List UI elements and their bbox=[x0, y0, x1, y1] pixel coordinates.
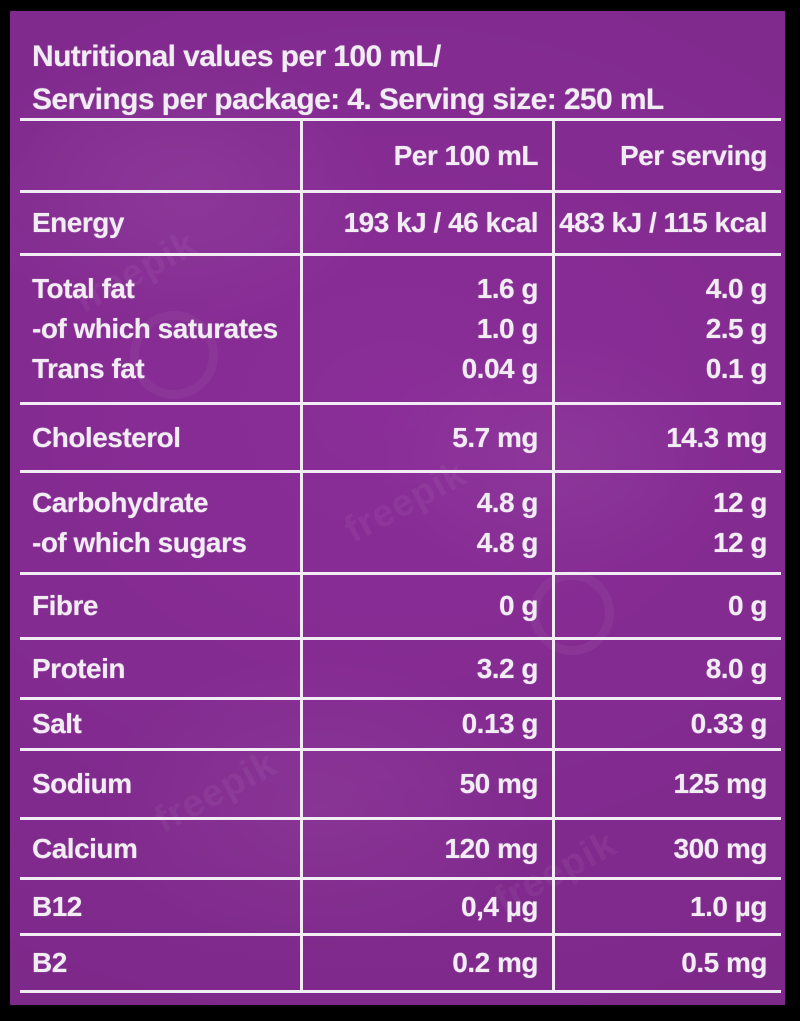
per-100ml-value-cell: 0.2 mg bbox=[300, 936, 552, 990]
cell-line: 0,4 µg bbox=[461, 890, 538, 922]
per-100ml-value-cell: 3.2 g bbox=[300, 640, 552, 697]
per-serving-value-cell: 4.0 g 2.5 g 0.1 g bbox=[552, 256, 781, 402]
row-label-cell: Fibre bbox=[20, 575, 300, 637]
per-serving-value-cell: 300 mg bbox=[552, 820, 781, 877]
cell-line: 483 kJ / 115 kcal bbox=[559, 207, 767, 238]
cell-line: 12 g bbox=[712, 526, 768, 558]
cell-line: 193 kJ / 46 kcal bbox=[343, 207, 539, 238]
cell-line: 0.04 g bbox=[461, 353, 539, 384]
cell-line: -of which saturates bbox=[32, 313, 278, 344]
per-100ml-value-cell: 1.6 g 1.0 g 0.04 g bbox=[300, 256, 552, 402]
per-serving-value-cell: 0 g bbox=[552, 575, 781, 637]
per-serving-value-cell: 12 g 12 g bbox=[552, 473, 781, 572]
cell-line: 0.1 g bbox=[705, 353, 768, 384]
cell-line: Protein bbox=[32, 652, 125, 684]
cell-line: B12 bbox=[32, 890, 82, 922]
row-label-cell: B12 bbox=[20, 880, 300, 933]
row-label-cell: Sodium bbox=[20, 751, 300, 817]
cell-line: 1.0 µg bbox=[690, 890, 767, 922]
cell-line: 0 g bbox=[499, 590, 538, 621]
cell-line: 0.33 g bbox=[690, 708, 768, 739]
header-per-serving: Per serving bbox=[552, 121, 781, 190]
cell-line: 300 mg bbox=[673, 832, 768, 864]
per-100ml-value-cell: 5.7 mg bbox=[300, 405, 552, 470]
row-label-cell: B2 bbox=[20, 936, 300, 990]
label-background: freepik freepik freepik freepik Nutritio… bbox=[10, 11, 785, 1005]
per-serving-value-cell: 1.0 µg bbox=[552, 880, 781, 933]
per-100ml-value-cell: 0.13 g bbox=[300, 700, 552, 748]
cell-line: 14.3 mg bbox=[666, 421, 767, 453]
cell-line: 8.0 g bbox=[705, 652, 768, 684]
table-row: Protein 3.2 g 8.0 g bbox=[20, 637, 781, 697]
table-row: Salt 0.13 g 0.33 g bbox=[20, 697, 781, 748]
cell-line: 0.2 mg bbox=[452, 947, 538, 978]
cell-line: -of which sugars bbox=[32, 526, 247, 558]
row-label-cell: Total fat -of which saturates Trans fat bbox=[20, 256, 300, 402]
header-per-100ml-label: Per 100 mL bbox=[393, 139, 539, 171]
cell-line: 1.0 g bbox=[476, 313, 539, 344]
cell-line: 0.5 mg bbox=[681, 947, 767, 978]
row-label-cell: Protein bbox=[20, 640, 300, 697]
per-100ml-value-cell: 4.8 g 4.8 g bbox=[300, 473, 552, 572]
cell-line: 12 g bbox=[712, 486, 768, 518]
cell-line: 125 mg bbox=[673, 768, 768, 799]
per-serving-value-cell: 125 mg bbox=[552, 751, 781, 817]
table-row: B2 0.2 mg 0.5 mg bbox=[20, 933, 781, 990]
cell-line: 4.8 g bbox=[476, 526, 539, 558]
header-empty-cell bbox=[20, 121, 300, 190]
cell-line: Sodium bbox=[32, 768, 132, 799]
cell-line: 120 mg bbox=[444, 832, 539, 864]
row-label-cell: Salt bbox=[20, 700, 300, 748]
per-serving-value-cell: 0.33 g bbox=[552, 700, 781, 748]
cell-line: B2 bbox=[32, 947, 67, 978]
per-100ml-value-cell: 0,4 µg bbox=[300, 880, 552, 933]
table-row: Cholesterol 5.7 mg 14.3 mg bbox=[20, 402, 781, 470]
table-row: Energy 193 kJ / 46 kcal 483 kJ / 115 kcal bbox=[20, 190, 781, 253]
per-serving-value-cell: 14.3 mg bbox=[552, 405, 781, 470]
row-label-cell: Cholesterol bbox=[20, 405, 300, 470]
cell-line: 2.5 g bbox=[705, 313, 768, 344]
table-row: Total fat -of which saturates Trans fat 1.6… bbox=[20, 253, 781, 402]
cell-line: Cholesterol bbox=[32, 421, 181, 453]
cell-line: 3.2 g bbox=[476, 652, 539, 684]
table-row: Calcium 120 mg 300 mg bbox=[20, 817, 781, 877]
label-title: Nutritional values per 100 mL/ Servings … bbox=[32, 35, 772, 121]
table-row: Fibre 0 g 0 g bbox=[20, 572, 781, 637]
per-serving-value-cell: 483 kJ / 115 kcal bbox=[552, 193, 781, 253]
per-100ml-value-cell: 0 g bbox=[300, 575, 552, 637]
cell-line: 1.6 g bbox=[476, 273, 539, 304]
cell-line: 4.0 g bbox=[705, 273, 768, 304]
title-line-2: Servings per package: 4. Serving size: 2… bbox=[32, 83, 664, 116]
per-serving-value-cell: 8.0 g bbox=[552, 640, 781, 697]
nutrition-table: Per 100 mL Per serving Energy 193 kJ / 46… bbox=[20, 118, 781, 993]
title-line-1: Nutritional values per 100 mL/ bbox=[32, 40, 441, 73]
cell-line: Fibre bbox=[32, 590, 98, 621]
row-label-cell: Calcium bbox=[20, 820, 300, 877]
cell-line: Trans fat bbox=[32, 353, 145, 384]
cell-line: Total fat bbox=[32, 273, 135, 304]
cell-line: 50 mg bbox=[459, 768, 539, 799]
per-100ml-value-cell: 193 kJ / 46 kcal bbox=[300, 193, 552, 253]
per-100ml-value-cell: 50 mg bbox=[300, 751, 552, 817]
row-label-cell: Carbohydrate -of which sugars bbox=[20, 473, 300, 572]
header-per-serving-label: Per serving bbox=[619, 139, 768, 171]
row-label-cell: Energy bbox=[20, 193, 300, 253]
cell-line: Carbohydrate bbox=[32, 486, 209, 518]
cell-line: 0 g bbox=[728, 590, 767, 621]
table-row: B12 0,4 µg 1.0 µg bbox=[20, 877, 781, 933]
per-100ml-value-cell: 120 mg bbox=[300, 820, 552, 877]
table-header-row: Per 100 mL Per serving bbox=[20, 121, 781, 190]
table-row: Sodium 50 mg 125 mg bbox=[20, 748, 781, 817]
table-row: Carbohydrate -of which sugars 4.8 g 4.8 g 12… bbox=[20, 470, 781, 572]
cell-line: Salt bbox=[32, 708, 82, 739]
header-per-100ml: Per 100 mL bbox=[300, 121, 552, 190]
cell-line: Calcium bbox=[32, 832, 138, 864]
cell-line: 5.7 mg bbox=[452, 421, 538, 453]
cell-line: 0.13 g bbox=[461, 708, 539, 739]
cell-line: 4.8 g bbox=[476, 486, 539, 518]
per-serving-value-cell: 0.5 mg bbox=[552, 936, 781, 990]
cell-line: Energy bbox=[32, 207, 124, 238]
